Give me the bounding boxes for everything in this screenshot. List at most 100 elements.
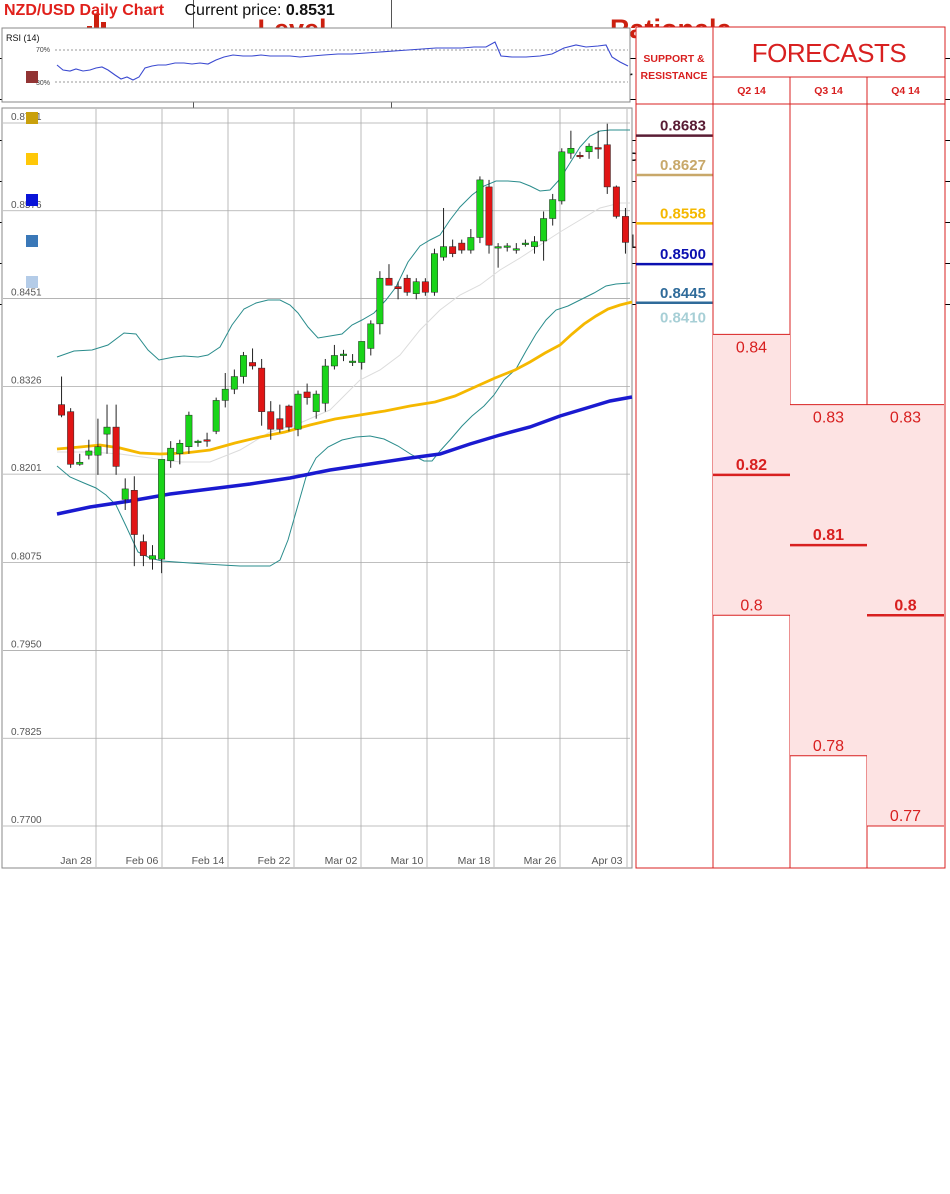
x-axis: Jan 28 Feb 06 Feb 14 Feb 22 Mar 02 Mar 10 Mar … [60, 855, 622, 867]
sr-title-line2: RESISTANCE [641, 70, 708, 82]
candle [85, 439, 93, 460]
y-tick-label: 0.7950 [11, 639, 42, 650]
x-tick-label: Jan 28 [60, 855, 92, 867]
x-tick-label: Feb 06 [126, 855, 159, 867]
candle [212, 397, 220, 435]
candle [385, 264, 393, 286]
level-color-swatch [26, 234, 38, 247]
candle [258, 358, 266, 426]
sr-panel: SUPPORT & RESISTANCE 0.8683 0.8627 0.8558 0… [635, 26, 714, 869]
candle [194, 439, 202, 447]
rsi-level-30: 30% [36, 80, 50, 87]
candle [121, 478, 129, 510]
forecast-low: 0.8 [740, 597, 762, 614]
forecast-high: 0.83 [813, 410, 844, 427]
forecast-column: Q3 14 0.83 0.81 0.78 [790, 85, 867, 757]
candle [76, 453, 84, 466]
forecast-quarter: Q3 14 [814, 85, 843, 97]
x-tick-label: Apr 03 [592, 855, 623, 867]
forecast-high: 0.83 [890, 410, 921, 427]
price-panel [1, 107, 633, 869]
bollinger-upper [56, 129, 630, 361]
candle [358, 341, 366, 370]
candle [431, 248, 438, 296]
y-tick-label: 0.8326 [11, 375, 42, 386]
forecast-low: 0.77 [890, 808, 921, 825]
candle [485, 179, 493, 254]
sr-title-line1: SUPPORT & [643, 53, 705, 65]
candle [467, 229, 475, 254]
forecast-mid: 0.81 [813, 527, 844, 544]
y-tick-label: 0.7825 [11, 727, 42, 738]
candle [112, 404, 120, 475]
forecasts-title: FORECASTS [752, 38, 907, 68]
candle [303, 383, 311, 405]
sr-level-value: 0.8500 [660, 246, 706, 263]
candle [294, 390, 302, 437]
sr-level: 0.8627 [636, 157, 713, 177]
y-tick-label: 0.8451 [11, 288, 42, 299]
forecast-quarter: Q2 14 [737, 85, 766, 97]
candle [521, 239, 529, 247]
candle [476, 176, 484, 244]
candle [403, 274, 411, 296]
candle [321, 358, 329, 412]
candle [494, 243, 502, 268]
level-color-swatch [26, 275, 38, 288]
price-label: Current price: [184, 2, 282, 19]
candle [285, 404, 293, 432]
candle [440, 207, 447, 261]
candle [185, 411, 193, 454]
chart-title: NZD/USD Daily Chart [4, 2, 165, 19]
candle [367, 320, 375, 356]
candle [594, 130, 602, 159]
level-color-swatch [26, 111, 38, 124]
candle [394, 281, 402, 300]
chart-area: RSI (14) 70% 30% 0.87010.85760.84510.832… [1, 26, 946, 869]
forecast-quarter: Q4 14 [891, 85, 920, 97]
chart-header: NZD/USD Daily Chart Current price: 0.853… [4, 2, 335, 24]
candle [412, 278, 420, 300]
sr-level-value: 0.8683 [660, 118, 706, 135]
sr-level: 0.8410 [660, 309, 706, 326]
candle [503, 243, 511, 252]
x-tick-label: Mar 10 [391, 855, 424, 867]
candle [130, 476, 138, 567]
candle [276, 404, 284, 433]
candle [585, 143, 593, 159]
forecast-high: 0.84 [736, 339, 767, 356]
candle [58, 376, 65, 418]
x-tick-label: Mar 18 [458, 855, 491, 867]
forecast-columns: Q2 14 0.84 0.82 0.8 Q3 14 0.83 0.81 0.78 Q4 14 0.… [713, 85, 944, 827]
forecast-mid: 0.82 [736, 457, 767, 474]
candle [203, 432, 211, 447]
candle [312, 390, 320, 419]
rsi-panel: RSI (14) 70% 30% [1, 27, 631, 103]
candle [567, 130, 575, 159]
x-tick-label: Feb 22 [258, 855, 291, 867]
level-color-swatch [26, 70, 38, 83]
sr-level: 0.8683 [636, 118, 713, 137]
forecasts-panel: FORECASTS Q2 14 0.84 0.82 0.8 Q3 14 0.83 0.81 0… [712, 26, 946, 869]
candle [230, 369, 238, 395]
candle [103, 404, 111, 454]
forecast-column: Q2 14 0.84 0.82 0.8 [713, 85, 790, 616]
candle [176, 439, 184, 465]
candle [139, 534, 147, 567]
sr-level: 0.8558 [636, 205, 713, 225]
candle [167, 441, 175, 468]
candle [512, 243, 520, 254]
x-tick-label: Mar 26 [524, 855, 557, 867]
candle [340, 349, 347, 362]
sma-55-line [56, 300, 633, 456]
candle [622, 207, 629, 254]
x-tick-label: Mar 02 [325, 855, 358, 867]
candle [421, 278, 429, 296]
candle [240, 351, 247, 384]
candle [531, 236, 538, 254]
candle [267, 401, 275, 440]
forecast-low: 0.78 [813, 738, 844, 755]
forecast-column: Q4 14 0.83 0.8 0.77 [867, 85, 944, 827]
rsi-level-70: 70% [36, 47, 50, 54]
candle [603, 123, 611, 194]
